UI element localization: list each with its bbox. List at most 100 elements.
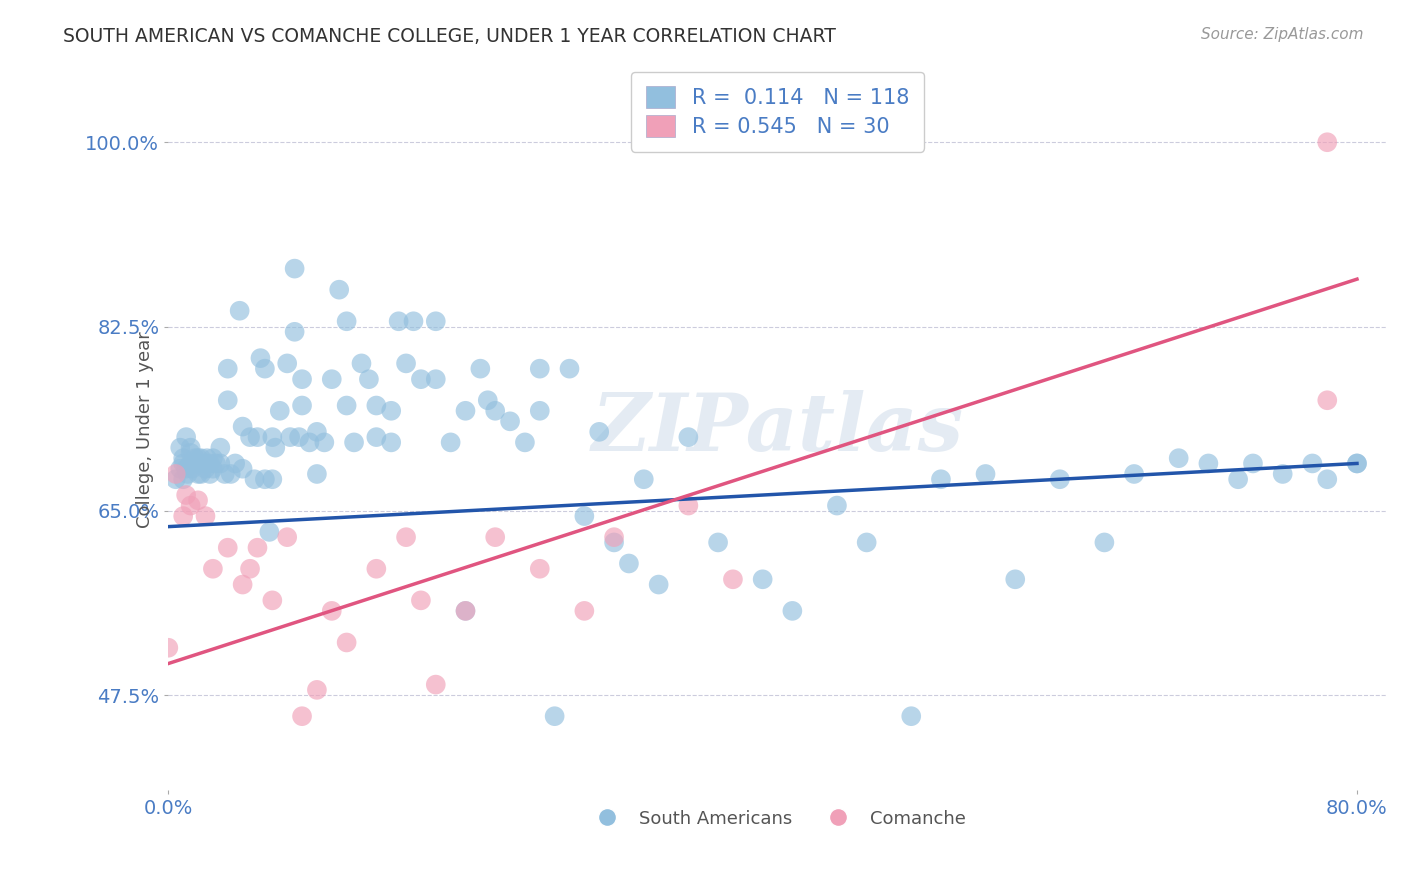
Comanche xyxy=(484,530,506,544)
South Americans xyxy=(262,430,284,444)
Comanche xyxy=(425,677,447,691)
Comanche xyxy=(721,572,744,586)
South Americans xyxy=(1301,457,1323,471)
South Americans xyxy=(343,435,366,450)
South Americans xyxy=(558,361,581,376)
South Americans xyxy=(253,472,276,486)
Comanche xyxy=(174,488,197,502)
South Americans xyxy=(246,430,269,444)
South Americans xyxy=(284,325,307,339)
South Americans xyxy=(366,430,388,444)
South Americans xyxy=(1271,467,1294,481)
South Americans xyxy=(543,709,565,723)
South Americans xyxy=(172,457,194,471)
South Americans xyxy=(194,461,217,475)
South Americans xyxy=(190,451,212,466)
South Americans xyxy=(184,451,207,466)
South Americans xyxy=(239,430,262,444)
Comanche xyxy=(276,530,298,544)
South Americans xyxy=(264,441,287,455)
South Americans xyxy=(180,441,202,455)
South Americans xyxy=(707,535,730,549)
Comanche xyxy=(232,577,254,591)
South Americans xyxy=(169,441,191,455)
South Americans xyxy=(195,451,218,466)
South Americans xyxy=(900,709,922,723)
Comanche xyxy=(336,635,359,649)
Comanche xyxy=(574,604,596,618)
South Americans xyxy=(1004,572,1026,586)
South Americans xyxy=(366,399,388,413)
South Americans xyxy=(298,435,321,450)
South Americans xyxy=(291,372,314,386)
Text: ZIPatlas: ZIPatlas xyxy=(592,391,963,468)
South Americans xyxy=(314,435,336,450)
Comanche xyxy=(1316,135,1339,149)
South Americans xyxy=(617,557,640,571)
South Americans xyxy=(409,372,432,386)
South Americans xyxy=(336,399,359,413)
South Americans xyxy=(198,457,221,471)
Comanche xyxy=(366,562,388,576)
South Americans xyxy=(454,604,477,618)
South Americans xyxy=(187,457,209,471)
South Americans xyxy=(603,535,626,549)
South Americans xyxy=(1123,467,1146,481)
South Americans xyxy=(219,467,242,481)
South Americans xyxy=(588,425,610,439)
Comanche xyxy=(157,640,180,655)
South Americans xyxy=(477,393,499,408)
South Americans xyxy=(336,314,359,328)
Comanche xyxy=(180,499,202,513)
South Americans xyxy=(187,451,209,466)
South Americans xyxy=(209,441,232,455)
South Americans xyxy=(172,472,194,486)
South Americans xyxy=(1346,457,1368,471)
South Americans xyxy=(1197,457,1219,471)
South Americans xyxy=(278,430,301,444)
South Americans xyxy=(305,425,328,439)
South Americans xyxy=(176,467,198,481)
South Americans xyxy=(284,261,307,276)
Text: SOUTH AMERICAN VS COMANCHE COLLEGE, UNDER 1 YEAR CORRELATION CHART: SOUTH AMERICAN VS COMANCHE COLLEGE, UNDE… xyxy=(63,27,837,45)
South Americans xyxy=(350,356,373,370)
South Americans xyxy=(1316,472,1339,486)
South Americans xyxy=(855,535,877,549)
South Americans xyxy=(181,461,204,475)
South Americans xyxy=(402,314,425,328)
Comanche xyxy=(678,499,700,513)
South Americans xyxy=(380,404,402,418)
South Americans xyxy=(529,361,551,376)
South Americans xyxy=(169,461,191,475)
South Americans xyxy=(328,283,350,297)
South Americans xyxy=(243,472,266,486)
Comanche xyxy=(395,530,418,544)
South Americans xyxy=(633,472,655,486)
Comanche xyxy=(291,709,314,723)
South Americans xyxy=(205,457,228,471)
South Americans xyxy=(194,457,217,471)
South Americans xyxy=(228,303,250,318)
Comanche xyxy=(321,604,343,618)
South Americans xyxy=(262,472,284,486)
South Americans xyxy=(259,524,281,539)
South Americans xyxy=(217,393,239,408)
South Americans xyxy=(1346,457,1368,471)
South Americans xyxy=(470,361,492,376)
South Americans xyxy=(678,430,700,444)
South Americans xyxy=(224,457,246,471)
South Americans xyxy=(269,404,291,418)
South Americans xyxy=(187,467,209,481)
Comanche xyxy=(239,562,262,576)
Comanche xyxy=(194,509,217,524)
South Americans xyxy=(181,457,204,471)
South Americans xyxy=(232,461,254,475)
South Americans xyxy=(209,457,232,471)
South Americans xyxy=(291,399,314,413)
South Americans xyxy=(276,356,298,370)
Y-axis label: College, Under 1 year: College, Under 1 year xyxy=(136,331,155,527)
South Americans xyxy=(214,467,236,481)
Comanche xyxy=(165,467,187,481)
South Americans xyxy=(425,372,447,386)
South Americans xyxy=(305,467,328,481)
